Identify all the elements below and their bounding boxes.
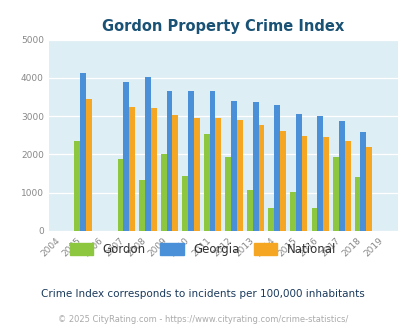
- Text: © 2025 CityRating.com - https://www.cityrating.com/crime-statistics/: © 2025 CityRating.com - https://www.city…: [58, 315, 347, 324]
- Bar: [322, 137, 328, 231]
- Bar: [246, 190, 252, 231]
- Bar: [354, 178, 360, 231]
- Bar: [150, 108, 156, 231]
- Bar: [344, 141, 350, 231]
- Bar: [209, 91, 215, 231]
- Legend: Gordon, Georgia, National: Gordon, Georgia, National: [65, 239, 340, 261]
- Bar: [317, 116, 322, 231]
- Text: Crime Index corresponds to incidents per 100,000 inhabitants: Crime Index corresponds to incidents per…: [41, 289, 364, 299]
- Bar: [311, 208, 317, 231]
- Bar: [295, 114, 301, 231]
- Bar: [289, 192, 295, 231]
- Bar: [160, 154, 166, 231]
- Bar: [225, 157, 230, 231]
- Title: Gordon Property Crime Index: Gordon Property Crime Index: [102, 19, 343, 34]
- Bar: [166, 90, 172, 231]
- Bar: [338, 121, 344, 231]
- Bar: [237, 120, 242, 231]
- Bar: [268, 209, 274, 231]
- Bar: [182, 176, 188, 231]
- Bar: [123, 82, 129, 231]
- Bar: [332, 157, 338, 231]
- Bar: [80, 73, 86, 231]
- Bar: [203, 134, 209, 231]
- Bar: [274, 106, 279, 231]
- Bar: [129, 107, 135, 231]
- Bar: [301, 136, 307, 231]
- Bar: [279, 131, 285, 231]
- Bar: [360, 132, 365, 231]
- Bar: [258, 125, 264, 231]
- Bar: [230, 101, 237, 231]
- Bar: [145, 77, 150, 231]
- Bar: [117, 159, 123, 231]
- Bar: [252, 102, 258, 231]
- Bar: [172, 115, 178, 231]
- Bar: [188, 91, 194, 231]
- Bar: [194, 118, 199, 231]
- Bar: [74, 141, 80, 231]
- Bar: [215, 118, 221, 231]
- Bar: [139, 181, 145, 231]
- Bar: [365, 147, 371, 231]
- Bar: [86, 99, 92, 231]
